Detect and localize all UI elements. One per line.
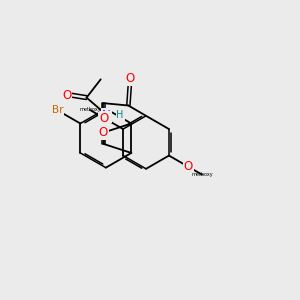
Text: O: O — [126, 72, 135, 85]
Text: O: O — [62, 89, 71, 102]
Text: O: O — [99, 126, 108, 139]
Text: N: N — [102, 110, 111, 122]
Text: O: O — [184, 160, 193, 173]
Text: methoxy: methoxy — [79, 107, 101, 112]
Text: methoxy: methoxy — [191, 172, 213, 177]
Text: O: O — [99, 112, 109, 124]
Text: H: H — [116, 110, 124, 120]
Text: Br: Br — [52, 105, 63, 115]
